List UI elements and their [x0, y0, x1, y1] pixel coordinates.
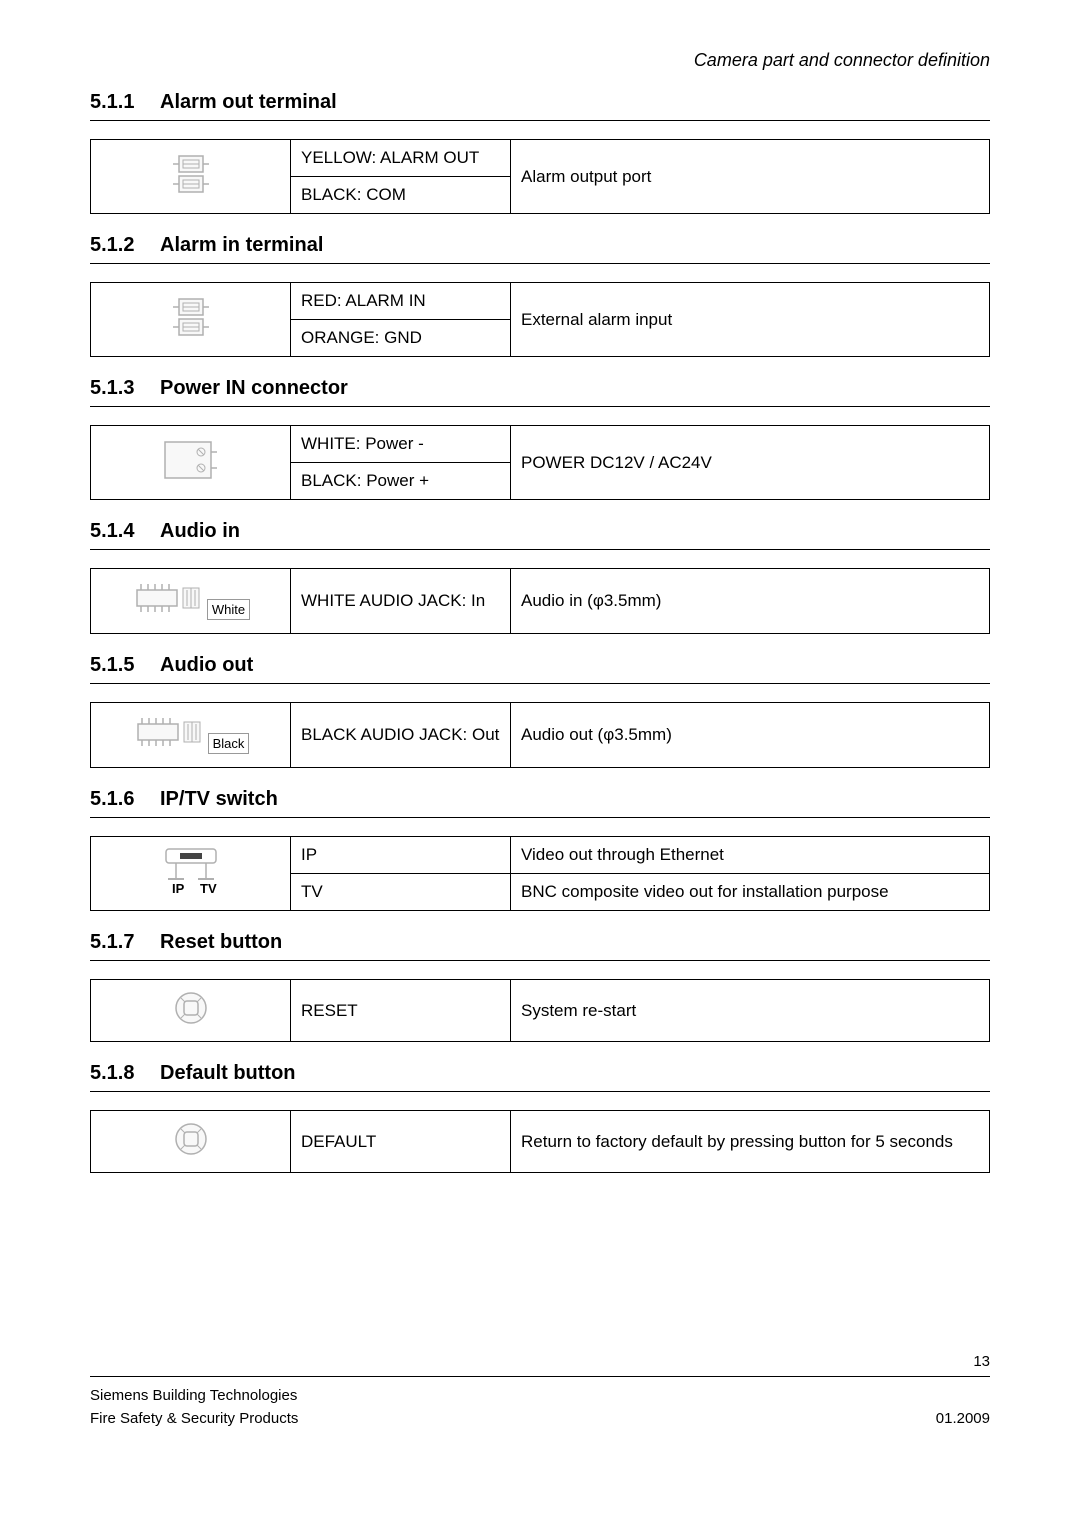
button-icon — [91, 980, 291, 1042]
footer-org-2: Fire Safety & Security Products — [90, 1408, 298, 1431]
page-footer: 13 Siemens Building Technologies Fire Sa… — [90, 1353, 990, 1430]
section-title: Reset button — [160, 931, 282, 954]
table-row: IP TVIPVideo out through Ethernet — [91, 837, 990, 874]
signal-label: DEFAULT — [291, 1111, 511, 1173]
table-row: RESETSystem re-start — [91, 980, 990, 1042]
section-number: 5.1.6 — [90, 788, 160, 811]
section-number: 5.1.3 — [90, 377, 160, 400]
section-heading: 5.1.7Reset button — [90, 931, 990, 954]
signal-description: BNC composite video out for installation… — [511, 874, 990, 911]
signal-label: RESET — [291, 980, 511, 1042]
footer-org-1: Siemens Building Technologies — [90, 1385, 297, 1408]
section-heading: 5.1.5Audio out — [90, 654, 990, 677]
section-number: 5.1.7 — [90, 931, 160, 954]
signal-description: Return to factory default by pressing bu… — [511, 1111, 990, 1173]
section-heading: 5.1.4Audio in — [90, 520, 990, 543]
page-number: 13 — [90, 1353, 990, 1370]
section-title: Power IN connector — [160, 377, 348, 400]
section-number: 5.1.4 — [90, 520, 160, 543]
signal-label: IP — [291, 837, 511, 874]
section-title: Alarm in terminal — [160, 234, 323, 257]
section-number: 5.1.5 — [90, 654, 160, 677]
signal-description: External alarm input — [511, 283, 990, 357]
signal-label: RED: ALARM IN — [291, 283, 511, 320]
section-title: Default button — [160, 1062, 296, 1085]
section-heading: 5.1.6IP/TV switch — [90, 788, 990, 811]
section-number: 5.1.8 — [90, 1062, 160, 1085]
connector-table: WHITE: Power -POWER DC12V / AC24VBLACK: … — [90, 425, 990, 500]
section-heading: 5.1.8Default button — [90, 1062, 990, 1085]
signal-label: TV — [291, 874, 511, 911]
table-row: YELLOW: ALARM OUTAlarm output port — [91, 140, 990, 177]
section-title: IP/TV switch — [160, 788, 278, 811]
section-heading: 5.1.3Power IN connector — [90, 377, 990, 400]
connector-table: White WHITE AUDIO JACK: InAudio in (φ3.5m… — [90, 568, 990, 634]
page-section-header: Camera part and connector definition — [90, 50, 990, 71]
signal-label: BLACK: Power + — [291, 463, 511, 500]
section-title: Alarm out terminal — [160, 91, 337, 114]
signal-label: YELLOW: ALARM OUT — [291, 140, 511, 177]
terminal2-icon — [91, 140, 291, 214]
iptv-icon: IP TV — [91, 837, 291, 911]
signal-label: ORANGE: GND — [291, 320, 511, 357]
connector-table: YELLOW: ALARM OUTAlarm output portBLACK:… — [90, 139, 990, 214]
jack-color-label: Black — [208, 733, 250, 754]
connector-table: DEFAULTReturn to factory default by pres… — [90, 1110, 990, 1173]
section-number: 5.1.2 — [90, 234, 160, 257]
audiojack-icon: White — [91, 569, 291, 634]
signal-description: Alarm output port — [511, 140, 990, 214]
signal-description: Audio in (φ3.5mm) — [511, 569, 990, 634]
table-row: DEFAULTReturn to factory default by pres… — [91, 1111, 990, 1173]
button-icon — [91, 1111, 291, 1173]
signal-description: Audio out (φ3.5mm) — [511, 703, 990, 768]
svg-text:IP: IP — [172, 881, 185, 896]
terminal2-icon — [91, 283, 291, 357]
signal-label: WHITE AUDIO JACK: In — [291, 569, 511, 634]
audiojack-icon: Black — [91, 703, 291, 768]
svg-text:TV: TV — [200, 881, 217, 896]
table-row: WHITE: Power -POWER DC12V / AC24V — [91, 426, 990, 463]
signal-description: POWER DC12V / AC24V — [511, 426, 990, 500]
footer-date: 01.2009 — [936, 1408, 990, 1431]
section-heading: 5.1.1Alarm out terminal — [90, 91, 990, 114]
connector-table: IP TVIPVideo out through EthernetTVBNC c… — [90, 836, 990, 911]
signal-label: WHITE: Power - — [291, 426, 511, 463]
section-number: 5.1.1 — [90, 91, 160, 114]
connector-table: RESETSystem re-start — [90, 979, 990, 1042]
table-row: White WHITE AUDIO JACK: InAudio in (φ3.5m… — [91, 569, 990, 634]
signal-label: BLACK AUDIO JACK: Out — [291, 703, 511, 768]
table-row: RED: ALARM INExternal alarm input — [91, 283, 990, 320]
connector-table: RED: ALARM INExternal alarm inputORANGE:… — [90, 282, 990, 357]
table-row: Black BLACK AUDIO JACK: OutAudio out (φ3.… — [91, 703, 990, 768]
jack-color-label: White — [207, 599, 250, 620]
signal-description: System re-start — [511, 980, 990, 1042]
signal-description: Video out through Ethernet — [511, 837, 990, 874]
signal-label: BLACK: COM — [291, 177, 511, 214]
section-title: Audio in — [160, 520, 240, 543]
powerblock-icon — [91, 426, 291, 500]
connector-table: Black BLACK AUDIO JACK: OutAudio out (φ3.… — [90, 702, 990, 768]
section-heading: 5.1.2Alarm in terminal — [90, 234, 990, 257]
section-title: Audio out — [160, 654, 253, 677]
